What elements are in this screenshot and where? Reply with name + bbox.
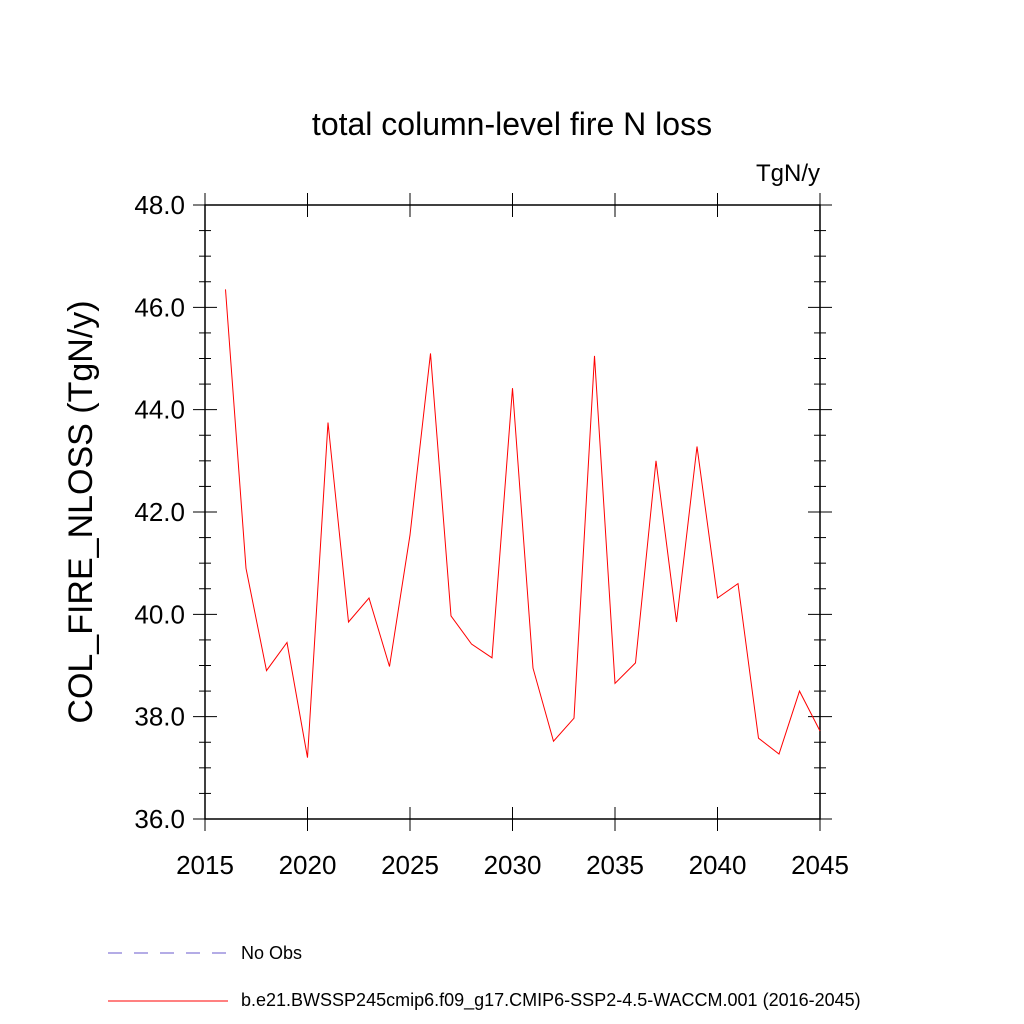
legend: No Obs b.e21.BWSSP245cmip6.f09_g17.CMIP6… [108, 943, 861, 1011]
x-tick-label: 2045 [791, 850, 849, 880]
y-tick-label: 38.0 [134, 702, 185, 732]
legend-label-no-obs: No Obs [241, 943, 302, 963]
x-tick-label: 2035 [586, 850, 644, 880]
series-line [225, 289, 821, 758]
plot-frame [204, 204, 821, 820]
x-tick-label: 2020 [279, 850, 337, 880]
x-tick-labels: 2015 2020 2025 2030 2035 2040 2045 [176, 850, 849, 880]
legend-label-model: b.e21.BWSSP245cmip6.f09_g17.CMIP6-SSP2-4… [241, 990, 861, 1011]
x-tick-label: 2040 [689, 850, 747, 880]
y-axis-label: COL_FIRE_NLOSS (TgN/y) [62, 300, 100, 723]
x-tick-label: 2025 [381, 850, 439, 880]
axis-ticks [193, 193, 832, 831]
y-tick-labels: 36.0 38.0 40.0 42.0 44.0 46.0 48.0 [134, 190, 185, 834]
y-tick-label: 36.0 [134, 804, 185, 834]
chart-title: total column-level fire N loss [312, 106, 712, 142]
y-tick-label: 44.0 [134, 395, 185, 425]
y-tick-label: 46.0 [134, 292, 185, 322]
x-tick-label: 2015 [176, 850, 234, 880]
units-label: TgN/y [756, 160, 820, 187]
x-tick-label: 2030 [484, 850, 542, 880]
y-tick-label: 42.0 [134, 497, 185, 527]
y-tick-label: 48.0 [134, 190, 185, 220]
y-tick-label: 40.0 [134, 599, 185, 629]
series-group [225, 289, 821, 758]
